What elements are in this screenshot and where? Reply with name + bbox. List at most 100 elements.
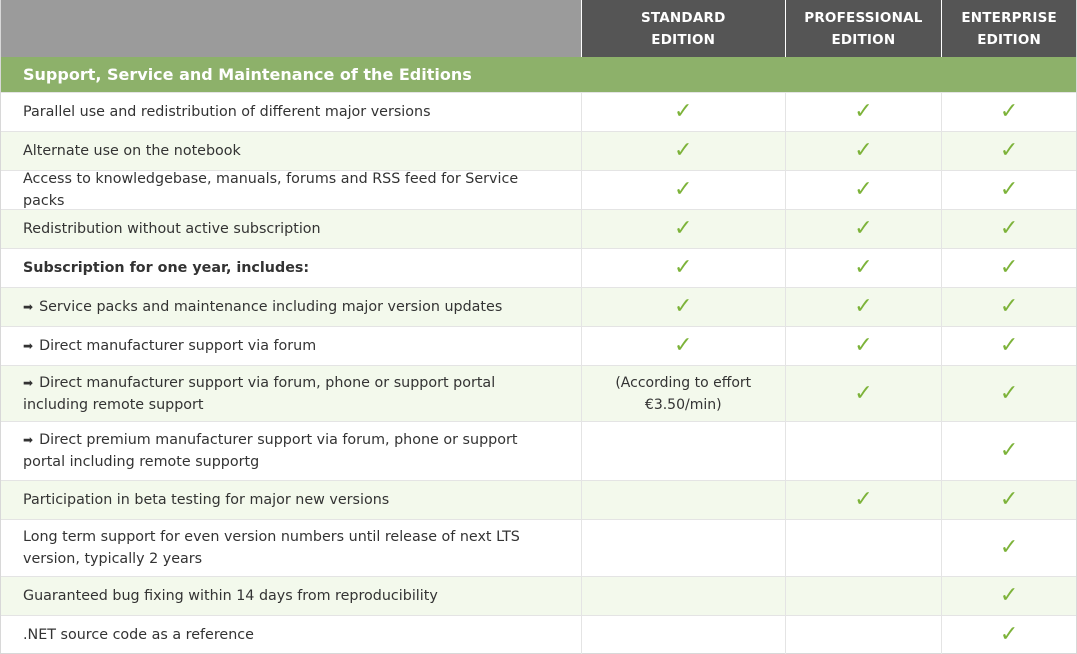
header-professional-line1: PROFESSIONAL: [804, 9, 923, 26]
checkmark-icon: ✓: [854, 138, 873, 163]
arrow-right-icon: ➡: [23, 375, 34, 390]
feature-text: Alternate use on the notebook: [23, 143, 241, 159]
feature-label-text-wrap: Redistribution without active subscripti…: [23, 218, 321, 240]
checkmark-icon: ✓: [674, 294, 693, 319]
table-row: Alternate use on the notebook ✓ ✓ ✓: [1, 131, 1076, 170]
cell-standard: ✓: [580, 93, 785, 131]
cell-professional: ✓: [784, 210, 942, 248]
cell-professional: [784, 577, 942, 615]
cell-enterprise: ✓: [941, 93, 1076, 131]
feature-label-text-wrap: ➡ Direct premium manufacturer support via…: [23, 429, 551, 473]
feature-label: ➡ Direct manufacturer support via forum, …: [1, 366, 581, 421]
checkmark-icon: ✓: [999, 333, 1019, 358]
cell-professional: ✓: [784, 288, 942, 326]
cell-enterprise: ✓: [941, 577, 1076, 615]
feature-label-text-wrap: Alternate use on the notebook: [23, 140, 241, 162]
arrow-right-icon: ➡: [23, 339, 34, 353]
cell-enterprise: ✓: [941, 422, 1076, 480]
checkmark-icon: ✓: [999, 535, 1019, 560]
cell-professional: [784, 616, 942, 654]
checkmark-icon: ✓: [674, 255, 693, 280]
checkmark-icon: ✓: [674, 99, 693, 124]
table-row: ➡ Direct manufacturer support via forum, …: [1, 365, 1076, 421]
cell-standard: ✓: [580, 249, 785, 287]
cell-enterprise: ✓: [941, 366, 1076, 421]
table-row: Participation in beta testing for major …: [1, 480, 1076, 519]
checkmark-icon: ✓: [999, 138, 1019, 163]
checkmark-icon: ✓: [999, 583, 1019, 608]
cell-professional: ✓: [784, 171, 942, 209]
cell-standard: [580, 520, 785, 576]
checkmark-icon: ✓: [854, 333, 873, 358]
cell-enterprise: ✓: [941, 288, 1076, 326]
header-enterprise-edition: ENTERPRISE EDITION: [941, 0, 1076, 57]
checkmark-icon: ✓: [674, 177, 693, 202]
feature-text: Parallel use and redistribution of diffe…: [23, 104, 431, 120]
cell-note: (According to effort €3.50/min): [615, 374, 752, 413]
feature-text: Access to knowledgebase, manuals, forums…: [23, 171, 519, 209]
cell-enterprise: ✓: [941, 249, 1076, 287]
feature-label: Subscription for one year, includes:: [1, 249, 581, 287]
header-enterprise-line2: EDITION: [977, 31, 1042, 48]
cell-professional: ✓: [784, 327, 942, 365]
cell-professional: ✓: [784, 366, 942, 421]
feature-text: Participation in beta testing for major …: [23, 492, 390, 508]
checkmark-icon: ✓: [854, 294, 873, 319]
header-standard-line1: STANDARD: [640, 9, 726, 26]
feature-text: .NET source code as a reference: [23, 627, 254, 643]
checkmark-icon: ✓: [854, 487, 873, 512]
checkmark-icon: ✓: [854, 380, 873, 406]
checkmark-icon: ✓: [999, 294, 1019, 319]
checkmark-icon: ✓: [999, 438, 1019, 463]
feature-label: .NET source code as a reference: [1, 616, 581, 654]
feature-label: Alternate use on the notebook: [1, 132, 581, 170]
feature-label: Parallel use and redistribution of diffe…: [1, 93, 581, 131]
feature-label-text-wrap: Access to knowledgebase, manuals, forums…: [23, 168, 551, 212]
feature-label: Long term support for even version numbe…: [1, 520, 581, 576]
table-row: Subscription for one year, includes: ✓ ✓ ✓: [1, 248, 1076, 287]
cell-professional: [784, 520, 942, 576]
checkmark-icon: ✓: [999, 380, 1019, 406]
cell-enterprise: ✓: [941, 171, 1076, 209]
table-row: ➡ Service packs and maintenance including…: [1, 287, 1076, 326]
cell-enterprise: ✓: [941, 327, 1076, 365]
feature-label-text-wrap: .NET source code as a reference: [23, 624, 254, 646]
feature-label: ➡ Service packs and maintenance including…: [1, 288, 581, 326]
feature-text: Subscription for one year, includes:: [23, 260, 310, 276]
checkmark-icon: ✓: [674, 138, 693, 163]
feature-label-text-wrap: Participation in beta testing for major …: [23, 489, 389, 511]
feature-label: ➡ Direct manufacturer support via forum: [1, 327, 581, 365]
cell-enterprise: ✓: [941, 481, 1076, 519]
table-row: Parallel use and redistribution of diffe…: [1, 92, 1076, 131]
cell-standard: [580, 616, 785, 654]
checkmark-icon: ✓: [674, 333, 693, 358]
feature-text: Guaranteed bug fixing within 14 days fro…: [23, 588, 438, 604]
feature-label-text-wrap: Long term support for even version numbe…: [23, 526, 551, 570]
feature-text: Direct manufacturer support via forum: [39, 338, 317, 354]
cell-enterprise: ✓: [941, 616, 1076, 654]
header-professional-edition: PROFESSIONAL EDITION: [784, 0, 942, 57]
checkmark-icon: ✓: [999, 622, 1019, 647]
table-header: STANDARD EDITION PROFESSIONAL EDITION EN…: [1, 0, 1076, 57]
cell-professional: [784, 422, 942, 480]
table-row: Long term support for even version numbe…: [1, 519, 1076, 576]
table-body: Parallel use and redistribution of diffe…: [1, 92, 1076, 654]
feature-label-text-wrap: Subscription for one year, includes:: [23, 257, 309, 279]
cell-standard: [580, 481, 785, 519]
cell-standard: [580, 422, 785, 480]
cell-enterprise: ✓: [941, 520, 1076, 576]
feature-label: Guaranteed bug fixing within 14 days fro…: [1, 577, 581, 615]
cell-enterprise: ✓: [941, 132, 1076, 170]
header-standard-edition: STANDARD EDITION: [580, 0, 785, 57]
table-row: Access to knowledgebase, manuals, forums…: [1, 170, 1076, 209]
checkmark-icon: ✓: [999, 99, 1019, 124]
table-row: ➡ Direct premium manufacturer support via…: [1, 421, 1076, 480]
checkmark-icon: ✓: [999, 177, 1019, 202]
feature-label-text-wrap: ➡ Direct manufacturer support via forum: [23, 335, 316, 357]
feature-text: Redistribution without active subscripti…: [23, 221, 321, 237]
checkmark-icon: ✓: [854, 177, 873, 202]
cell-standard: ✓: [580, 210, 785, 248]
feature-label-text-wrap: ➡ Direct manufacturer support via forum, …: [23, 372, 551, 416]
header-standard-line2: EDITION: [651, 31, 716, 48]
cell-professional: ✓: [784, 481, 942, 519]
